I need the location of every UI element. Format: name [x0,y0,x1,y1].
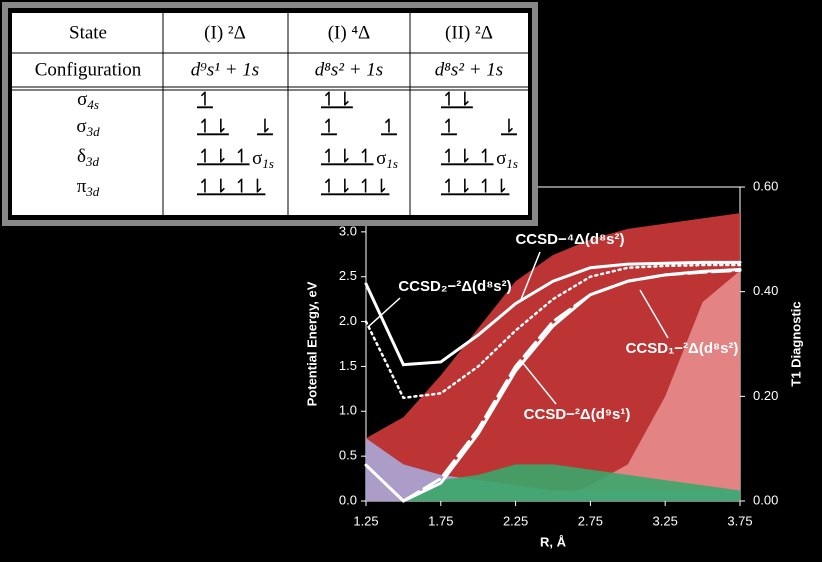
orbital-sub: 1s [386,156,398,171]
y-tick-label: 3.0 [339,223,357,238]
line [364,268,742,503]
line [364,260,742,367]
occupancy: ↿⇂ ↿⇂ [197,176,265,197]
x-tick-label: 1.25 [353,513,378,528]
orbital-label: σ4s [77,89,99,112]
sigma1s-occupancy: ⇂ [501,116,517,137]
row-header: Configuration [35,59,142,80]
occupancy: ↿⇂ ↿⇂ [321,176,389,197]
series-label: CCSD₁−²Δ(d⁸s²) [626,340,739,357]
orbital-symbol: σ [77,89,87,110]
y-axis-label: Potential Energy, eV [304,281,319,406]
y2-tick-label: 0.00 [753,492,778,507]
sigma1s-occupancy: ⇂ [257,116,273,137]
y2-axis-label: T1 Diagnostic [788,301,803,386]
y-tick-label: 0.5 [339,448,357,463]
orbital-label: σ1s [376,148,398,171]
y-tick-label: 0.0 [339,492,357,507]
y2-tick-label: 0.60 [753,178,778,193]
y-tick-label: 2.0 [339,313,357,328]
occupancy: ↿⇂ ↿⇂ [441,176,509,197]
table-rules [12,13,528,215]
x-tick-label: 2.25 [503,513,528,528]
arrow [521,361,557,405]
orbital-symbol: σ [252,148,262,169]
state-header: (I) ⁴Δ [328,22,371,43]
area [366,213,740,501]
config: d⁹s¹ + 1s [191,59,259,80]
config: d⁸s² + 1s [435,59,503,80]
orbital-symbol: π [77,176,87,197]
y-tick-label: 2.5 [339,268,357,283]
table-body [12,13,528,215]
occupancy: ↿ [197,89,213,110]
y-tick-label: 1.5 [339,358,357,373]
orbital-sub: 1s [262,156,274,171]
row-header: State [69,22,107,43]
orbital-label: δ3d [77,146,99,169]
occupancy: ↿⇂ [197,116,229,137]
area [366,270,740,501]
series-label: CCSD−²Δ(d⁹s¹) [524,406,631,423]
occupancy: ↿⇂ [321,89,353,110]
orbital-sub: 3d [85,184,100,199]
occupancy: ↿⇂ ↿ [441,146,494,167]
orbital-symbol: δ [77,146,86,167]
series-label: CCSD₂−²Δ(d⁸s²) [398,278,511,295]
orbital-label: π3d [77,176,100,199]
series-label: CCSD−⁴Δ(d⁸s²) [515,231,624,248]
y-tick-label: 1.0 [339,403,357,418]
x-tick-label: 2.75 [578,513,603,528]
x-axis-label: R, Å [540,534,567,549]
arrow [367,297,401,328]
orbital-symbol: σ [376,148,386,169]
occupancy: ↿⇂ ↿ [197,146,250,167]
occupancy: ↿ [441,116,457,137]
x-tick-label: 3.75 [727,513,752,528]
occupancy: ↿ [321,116,337,137]
orbital-symbol: σ [76,116,86,137]
orbital-label: σ1s [496,148,518,171]
orbital-label: σ3d [76,116,100,139]
occupancy: ↿⇂ ↿ [321,146,374,167]
x-tick-label: 3.25 [653,513,678,528]
y2-tick-label: 0.40 [753,283,778,298]
state-header: (II) ²Δ [445,22,493,43]
orbital-sub: 3d [86,124,101,139]
orbital-sub: 3d [85,154,100,169]
plot: 1.25 1.75 2.25 2.75 3.25 3.75 0.0 0.5 1.0 1.5 2.0 2… [339,178,778,528]
line [401,268,742,503]
x-tick-label: 1.75 [428,513,453,528]
arrow [639,289,669,339]
orbital-label: σ1s [252,148,274,171]
occupancy: ↿⇂ [441,89,473,110]
y2-tick-label: 0.20 [753,388,778,403]
orbital-sub: 4s [87,97,99,112]
line [364,263,742,400]
state-header: (I) ²Δ [204,22,246,43]
sigma1s-occupancy: ↿ [381,116,397,137]
orbital-symbol: σ [496,148,506,169]
arrow [519,251,541,303]
annotation-arrows [367,251,669,405]
area [366,464,740,501]
orbital-sub: 1s [506,156,518,171]
config: d⁸s² + 1s [315,59,383,80]
